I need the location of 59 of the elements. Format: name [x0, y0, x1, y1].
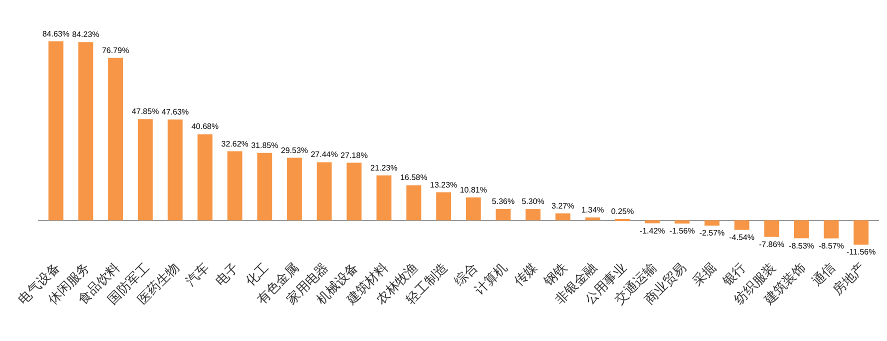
data-label: 16.58% [400, 173, 428, 182]
data-label: -4.54% [729, 232, 754, 242]
data-label: 5.36% [492, 196, 515, 206]
x-tick-label: 采掘 [690, 260, 720, 290]
bar [854, 220, 869, 245]
bar [376, 175, 392, 220]
bar [78, 42, 94, 220]
data-label: -7.86% [758, 240, 784, 249]
data-label: 21.23% [370, 163, 398, 172]
data-label: -11.56% [846, 248, 876, 257]
data-label: 13.23% [430, 180, 458, 190]
bar [436, 192, 452, 220]
bar [764, 220, 780, 237]
data-label: 76.79% [102, 46, 130, 55]
data-label: 5.30% [522, 197, 544, 206]
data-label: 27.18% [340, 150, 368, 160]
data-label: 84.63% [42, 29, 70, 38]
bar [257, 152, 272, 220]
data-label: 1.34% [581, 205, 604, 214]
data-label: 27.44% [310, 150, 338, 160]
data-label: 31.85% [251, 140, 278, 150]
bar [406, 185, 422, 220]
bar [466, 197, 481, 220]
bar [794, 220, 809, 238]
bar [496, 208, 511, 220]
bar [168, 120, 183, 220]
bar [555, 213, 570, 220]
bar [48, 41, 64, 220]
data-label: 29.53% [280, 146, 308, 155]
bar [138, 119, 153, 220]
bar [108, 58, 123, 220]
x-tick-label: 电子 [213, 260, 242, 290]
data-label: 84.23% [72, 30, 100, 40]
bar [526, 209, 541, 220]
data-label: -2.57% [699, 228, 725, 238]
bar [734, 220, 750, 230]
bar [198, 134, 212, 220]
x-tick-label: 传媒 [511, 260, 540, 290]
x-tick-label: 汽车 [183, 260, 212, 290]
data-label: 47.85% [132, 107, 159, 116]
data-label: 3.27% [552, 201, 574, 210]
data-label: -8.57% [818, 241, 844, 250]
data-label: -8.53% [788, 241, 814, 250]
bar [644, 220, 660, 224]
data-label: 32.62% [221, 139, 248, 148]
data-label: -1.56% [669, 226, 695, 236]
data-label: 0.25% [611, 207, 634, 216]
bar [674, 220, 690, 224]
data-label: 10.81% [460, 185, 487, 194]
data-label: 40.68% [191, 122, 219, 132]
bar [227, 151, 242, 220]
bar [824, 220, 839, 238]
data-label: -1.42% [640, 226, 666, 236]
bar [704, 220, 720, 226]
bar [346, 162, 362, 220]
data-label: 47.63% [162, 108, 189, 117]
bar [287, 158, 302, 220]
bar [585, 217, 600, 220]
bar [316, 162, 332, 220]
